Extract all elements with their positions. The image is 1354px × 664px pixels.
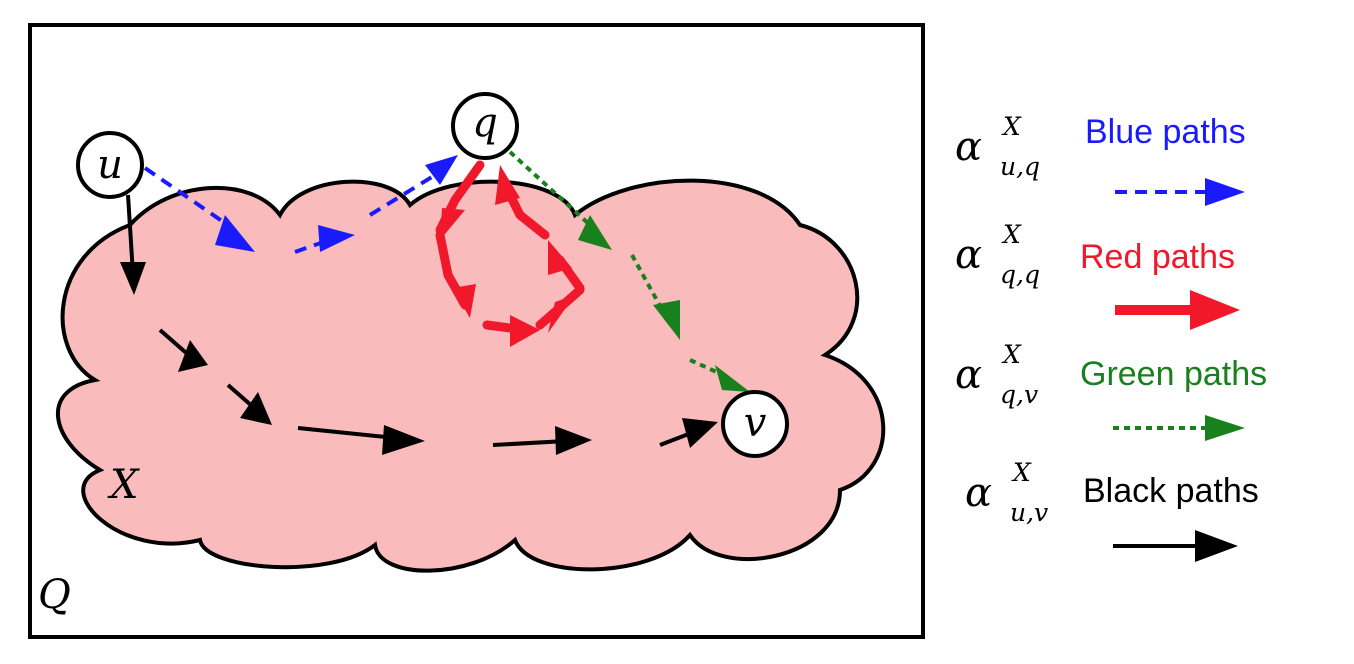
black-arrowhead [382, 425, 425, 455]
red-arrowhead [548, 295, 575, 333]
legend-label-green: Green paths [1080, 355, 1267, 393]
legend-subscript: q,q [1000, 260, 1040, 289]
black-paths [120, 194, 718, 455]
legend-subscript: u,v [1010, 498, 1048, 527]
blue-path-segment [294, 236, 336, 254]
legend-superscript: X [1011, 458, 1032, 487]
legend-superscript: X [1001, 340, 1022, 369]
node-q-circle [451, 92, 519, 160]
blue-paths [143, 155, 458, 254]
node-v-circle [721, 390, 789, 458]
legend-label-black: Black paths [1083, 472, 1259, 510]
red-arrowhead [510, 315, 540, 347]
green-paths [508, 150, 750, 392]
legend-label-blue: Blue paths [1085, 113, 1246, 151]
legend-alpha: α [955, 352, 982, 398]
legend-alpha: α [955, 124, 982, 170]
green-arrowhead [578, 215, 612, 250]
outer-set-label: Q [38, 572, 71, 618]
legend-subscript: q,v [1000, 380, 1038, 409]
black-arrowhead [240, 392, 272, 425]
legend-arrowhead-red [1190, 290, 1240, 330]
region-x-label: X [107, 462, 140, 508]
green-arrowhead [715, 365, 750, 392]
node-u-circle [76, 131, 144, 199]
node-v: v [721, 390, 789, 458]
node-v-label: v [744, 400, 767, 446]
black-arrowhead [555, 426, 592, 455]
blue-arrowhead [318, 225, 355, 252]
red-arrowhead [548, 240, 572, 275]
legend-arrowhead-green [1205, 415, 1245, 441]
blue-path-segment [143, 166, 237, 232]
blue-arrowhead [215, 215, 255, 252]
green-arrowhead [653, 300, 680, 340]
black-arrowhead [120, 262, 146, 295]
legend-arrowhead-blue [1205, 178, 1245, 206]
legend-entry-green: α X q,v Green paths [955, 340, 1267, 441]
red-arrowhead [495, 165, 520, 205]
green-path-segment [508, 150, 592, 227]
blue-path-segment [368, 170, 442, 217]
legend-superscript: X [1001, 220, 1022, 249]
node-q-label: q [472, 100, 498, 146]
red-paths [435, 160, 585, 347]
legend-alpha: α [955, 232, 982, 278]
legend-entry-red: α X q,q Red paths [955, 220, 1240, 330]
node-u: u [76, 131, 144, 199]
legend-entry-blue: α X u,q Blue paths [955, 112, 1246, 206]
blue-arrowhead [425, 155, 458, 185]
legend-superscript: X [1001, 112, 1022, 141]
red-arrowhead [440, 208, 465, 240]
node-q: q [451, 92, 519, 160]
legend-entry-black: α X u,v Black paths [965, 458, 1259, 562]
legend-arrowhead-black [1195, 530, 1238, 562]
legend-alpha: α [965, 470, 992, 516]
legend: α X u,q Blue paths α X q,q Red paths α X… [955, 112, 1267, 562]
legend-label-red: Red paths [1080, 238, 1235, 276]
node-u-label: u [97, 142, 123, 188]
legend-subscript: u,q [1000, 152, 1040, 181]
black-arrowhead [682, 418, 718, 448]
region-x-cloud [55, 178, 886, 573]
red-arrowhead [452, 284, 476, 318]
black-arrowhead [178, 340, 208, 372]
